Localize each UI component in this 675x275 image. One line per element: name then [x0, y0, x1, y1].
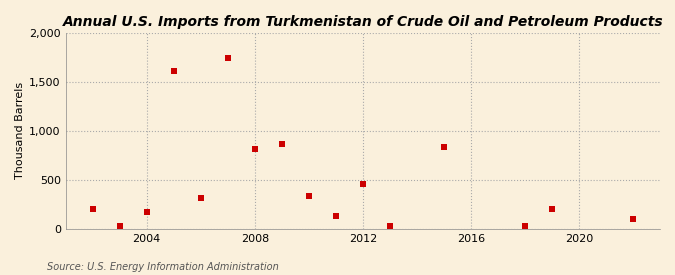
Point [439, 145, 450, 150]
Point [222, 56, 233, 60]
Point [303, 194, 314, 199]
Point [249, 147, 260, 152]
Point [276, 141, 287, 146]
Point [87, 207, 98, 211]
Point [114, 224, 125, 228]
Point [628, 217, 639, 221]
Y-axis label: Thousand Barrels: Thousand Barrels [15, 82, 25, 179]
Title: Annual U.S. Imports from Turkmenistan of Crude Oil and Petroleum Products: Annual U.S. Imports from Turkmenistan of… [63, 15, 663, 29]
Point [385, 224, 396, 228]
Point [330, 214, 341, 219]
Point [547, 206, 558, 211]
Point [520, 224, 531, 228]
Point [168, 69, 179, 73]
Point [358, 182, 369, 186]
Point [141, 209, 152, 214]
Point [195, 196, 206, 200]
Text: Source: U.S. Energy Information Administration: Source: U.S. Energy Information Administ… [47, 262, 279, 272]
